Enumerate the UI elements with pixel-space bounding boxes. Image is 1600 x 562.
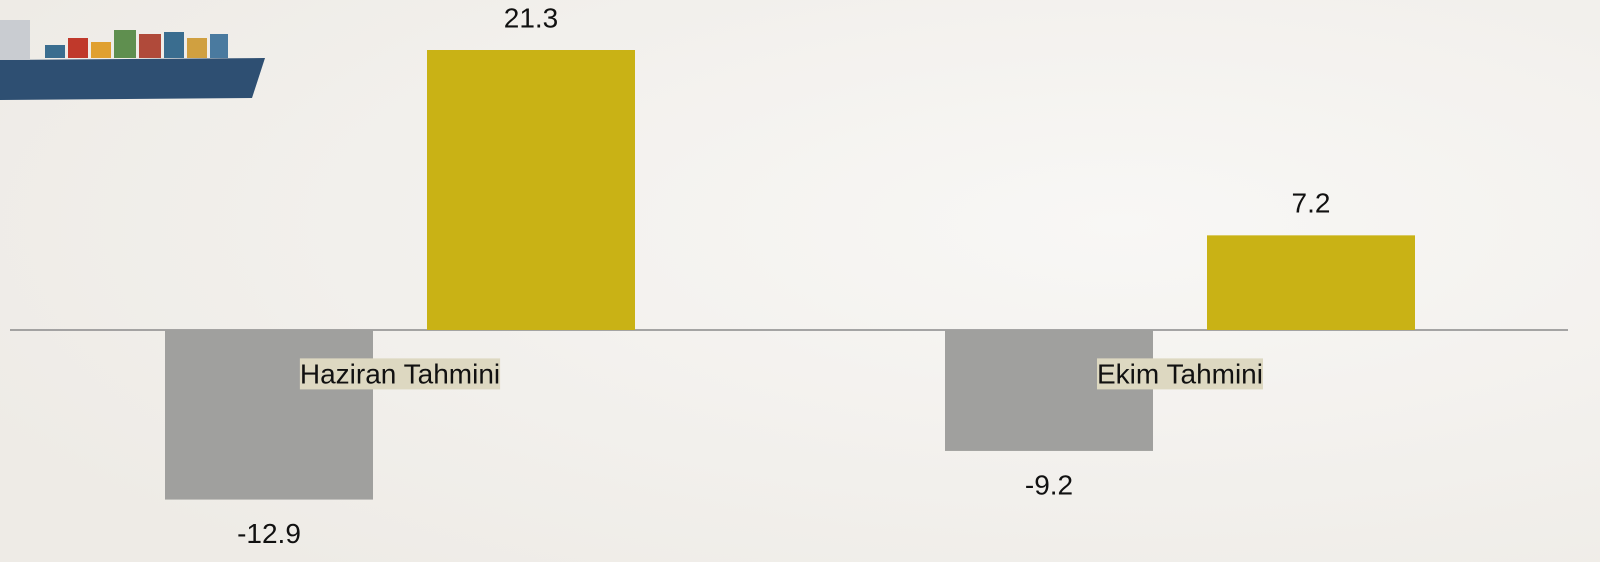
bar xyxy=(945,330,1153,451)
category-label: Ekim Tahmini xyxy=(1097,358,1263,389)
value-label: -12.9 xyxy=(237,518,301,549)
value-label: 21.3 xyxy=(504,2,559,33)
bar xyxy=(427,50,635,330)
value-label: -9.2 xyxy=(1025,469,1073,500)
category-label-bg xyxy=(1097,358,1263,390)
bar xyxy=(165,330,373,500)
bar xyxy=(1207,235,1415,330)
ship-icon xyxy=(0,20,265,100)
category-label-bg xyxy=(299,358,501,390)
value-label: 7.2 xyxy=(1292,188,1331,219)
category-label: Haziran Tahmini xyxy=(300,358,500,389)
